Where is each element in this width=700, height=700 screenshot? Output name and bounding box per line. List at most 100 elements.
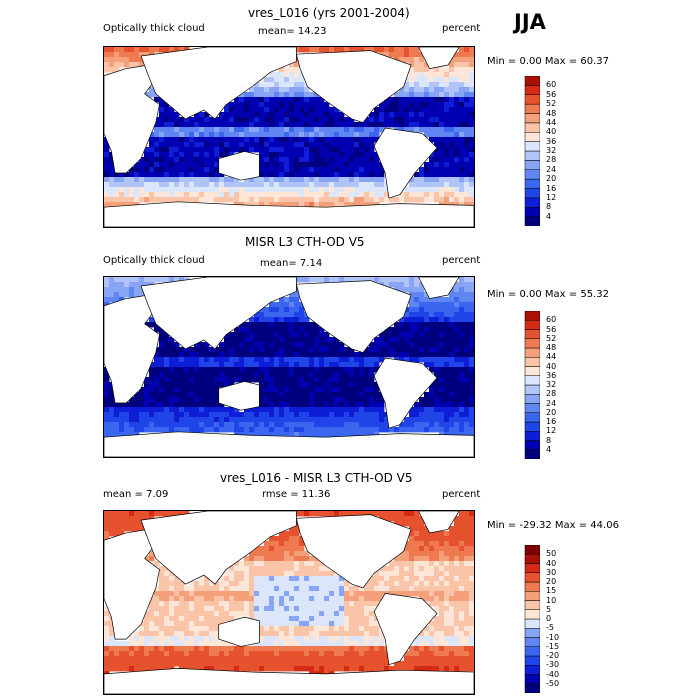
map-grid-cell — [104, 142, 110, 148]
map-grid-cell — [224, 581, 230, 587]
map-grid-cell — [359, 387, 365, 393]
map-grid-cell — [319, 142, 325, 148]
map-grid-cell — [229, 332, 235, 338]
map-grid-cell — [179, 402, 185, 408]
map-grid-cell — [334, 427, 340, 433]
map-grid-cell — [459, 601, 465, 607]
map-grid-cell — [459, 337, 465, 343]
map-grid-cell — [334, 337, 340, 343]
map-grid-cell — [134, 62, 140, 68]
map-grid-cell — [159, 596, 165, 602]
map-grid-cell — [424, 561, 430, 567]
map-grid-cell — [204, 646, 210, 652]
map-grid-cell — [414, 57, 420, 63]
map-grid-cell — [174, 412, 180, 418]
map-grid-cell — [469, 621, 474, 627]
map-grid-cell — [419, 422, 425, 428]
map-grid-cell — [179, 192, 185, 198]
map-grid-cell — [244, 177, 250, 183]
map-grid-cell — [199, 417, 205, 423]
colorbar-tick-label: 10 — [546, 595, 557, 605]
map-grid-cell — [459, 107, 465, 113]
map-grid-cell — [384, 342, 390, 348]
map-grid-cell — [444, 337, 450, 343]
map-grid-cell — [104, 656, 110, 662]
map-grid-cell — [319, 177, 325, 183]
map-grid-cell — [114, 422, 120, 428]
map-grid-cell — [259, 656, 265, 662]
map-grid-cell — [449, 382, 455, 388]
map-grid-cell — [164, 372, 170, 378]
map-grid-cell — [234, 137, 240, 143]
map-grid-cell — [194, 407, 200, 413]
map-grid-cell — [199, 591, 205, 597]
map-grid-cell — [369, 402, 375, 408]
map-grid-cell — [359, 202, 365, 208]
map-grid-cell — [164, 646, 170, 652]
colorbar-tick-label: 52 — [546, 99, 557, 109]
map-grid-cell — [454, 167, 460, 173]
map-grid-cell — [449, 631, 455, 637]
map-grid-cell — [464, 511, 470, 517]
map-grid-cell — [444, 412, 450, 418]
map-grid-cell — [409, 82, 415, 88]
map-grid-cell — [174, 636, 180, 642]
map-grid-cell — [409, 427, 415, 433]
map-grid-cell — [169, 197, 175, 203]
map-grid-cell — [119, 47, 125, 53]
map-grid-cell — [394, 277, 400, 283]
map-grid-cell — [294, 666, 300, 672]
map-grid-cell — [439, 102, 445, 108]
map-grid-cell — [299, 202, 305, 208]
map-grid-cell — [464, 641, 470, 647]
map-grid-cell — [364, 621, 370, 627]
map-grid-cell — [164, 641, 170, 647]
map-grid-cell — [364, 511, 370, 517]
map-grid-cell — [169, 367, 175, 373]
map-grid-cell — [414, 511, 420, 517]
map-grid-cell — [264, 147, 270, 153]
map-grid-cell — [144, 641, 150, 647]
map-grid-cell — [189, 172, 195, 178]
map-grid-cell — [334, 621, 340, 627]
map-grid-cell — [119, 641, 125, 647]
map-grid-cell — [464, 556, 470, 562]
map-grid-cell — [144, 511, 150, 517]
map-grid-cell — [104, 641, 110, 647]
map-grid-cell — [439, 127, 445, 133]
map-grid-cell — [269, 621, 275, 627]
map-grid-cell — [409, 57, 415, 63]
map-grid-cell — [449, 347, 455, 353]
map-grid-cell — [244, 362, 250, 368]
map-grid-cell — [354, 157, 360, 163]
map-grid-cell — [189, 611, 195, 617]
map-grid-cell — [109, 162, 115, 168]
map-grid-cell — [349, 661, 355, 667]
map-grid-cell — [109, 277, 115, 283]
map-grid-cell — [199, 581, 205, 587]
map-grid-cell — [114, 432, 120, 438]
map-grid-cell — [409, 307, 415, 313]
map-grid-cell — [269, 536, 275, 542]
map-grid-cell — [214, 611, 220, 617]
map-grid-cell — [284, 551, 290, 557]
map-grid-cell — [459, 167, 465, 173]
map-grid-cell — [364, 646, 370, 652]
map-grid-cell — [264, 581, 270, 587]
colorbar-tick-label: 24 — [546, 164, 557, 174]
map-grid-cell — [349, 636, 355, 642]
map-grid-cell — [364, 132, 370, 138]
map-grid-cell — [464, 277, 470, 283]
map-grid-cell — [284, 352, 290, 358]
map-grid-cell — [364, 47, 370, 53]
map-grid-cell — [164, 571, 170, 577]
continent-outline — [218, 616, 260, 647]
map-grid-cell — [284, 382, 290, 388]
map-grid-cell — [404, 661, 410, 667]
map-grid-cell — [379, 566, 385, 572]
map-grid-cell — [314, 377, 320, 383]
map-grid-cell — [469, 97, 474, 103]
map-grid-cell — [459, 367, 465, 373]
map-grid-cell — [449, 397, 455, 403]
map-grid-cell — [444, 77, 450, 83]
